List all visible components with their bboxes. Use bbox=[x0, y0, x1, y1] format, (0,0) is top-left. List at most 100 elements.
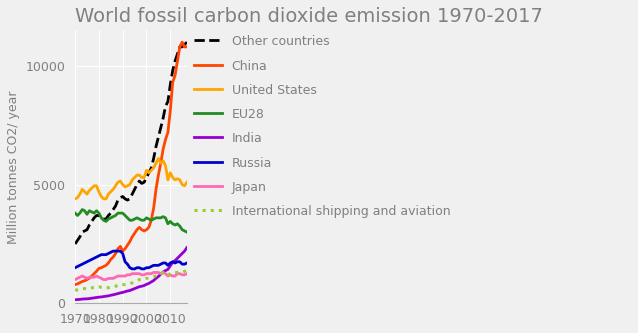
Russia bbox=[117, 249, 124, 253]
Japan bbox=[128, 272, 136, 276]
EU28 bbox=[147, 218, 155, 222]
India bbox=[124, 289, 131, 293]
International shipping and aviation bbox=[171, 270, 179, 274]
International shipping and aviation bbox=[154, 273, 162, 277]
Japan bbox=[121, 274, 129, 278]
China bbox=[112, 251, 119, 255]
EU28 bbox=[91, 211, 98, 215]
Line: Other countries: Other countries bbox=[75, 42, 187, 244]
Other countries bbox=[119, 194, 126, 198]
Other countries bbox=[109, 207, 117, 211]
China bbox=[73, 282, 81, 286]
United States bbox=[78, 187, 86, 191]
EU28 bbox=[76, 211, 84, 215]
International shipping and aviation bbox=[119, 283, 126, 287]
EU28 bbox=[152, 216, 160, 220]
Japan bbox=[105, 276, 112, 280]
China bbox=[147, 218, 155, 222]
India bbox=[145, 281, 152, 285]
Russia bbox=[138, 267, 145, 271]
Other countries bbox=[112, 204, 119, 208]
Japan bbox=[95, 275, 103, 279]
International shipping and aviation bbox=[76, 287, 84, 291]
India bbox=[164, 267, 172, 271]
Other countries bbox=[154, 135, 162, 139]
India bbox=[95, 295, 103, 299]
International shipping and aviation bbox=[112, 284, 119, 288]
Japan bbox=[147, 272, 155, 276]
United States bbox=[147, 168, 155, 172]
Japan bbox=[169, 274, 177, 278]
United States bbox=[109, 187, 117, 191]
China bbox=[164, 131, 172, 135]
Japan bbox=[179, 273, 186, 277]
Russia bbox=[179, 262, 186, 266]
EU28 bbox=[93, 209, 100, 213]
United States bbox=[171, 178, 179, 182]
International shipping and aviation bbox=[124, 282, 131, 286]
India bbox=[183, 245, 191, 249]
Russia bbox=[143, 266, 151, 270]
Russia bbox=[152, 263, 160, 267]
China bbox=[150, 206, 158, 210]
Other countries bbox=[169, 69, 177, 73]
Japan bbox=[81, 275, 89, 279]
China bbox=[133, 228, 141, 232]
International shipping and aviation bbox=[117, 283, 124, 287]
Other countries bbox=[126, 197, 133, 201]
China bbox=[128, 235, 136, 239]
United States bbox=[81, 190, 89, 194]
Russia bbox=[109, 249, 117, 253]
India bbox=[76, 297, 84, 301]
China bbox=[105, 261, 112, 265]
International shipping and aviation bbox=[181, 269, 188, 273]
India bbox=[112, 292, 119, 296]
China bbox=[95, 266, 103, 270]
China bbox=[183, 45, 191, 49]
International shipping and aviation bbox=[138, 278, 145, 282]
Other countries bbox=[105, 213, 112, 217]
Russia bbox=[81, 261, 89, 265]
Japan bbox=[143, 272, 151, 276]
EU28 bbox=[135, 217, 143, 221]
Japan bbox=[135, 272, 143, 276]
International shipping and aviation bbox=[114, 283, 122, 287]
Russia bbox=[112, 249, 119, 253]
United States bbox=[160, 159, 167, 163]
Russia bbox=[105, 251, 112, 255]
Russia bbox=[135, 266, 143, 270]
EU28 bbox=[176, 224, 184, 228]
Russia bbox=[95, 254, 103, 258]
Russia bbox=[91, 256, 98, 260]
EU28 bbox=[126, 218, 133, 222]
Legend: Other countries, China, United States, EU28, India, Russia, Japan, International: Other countries, China, United States, E… bbox=[189, 30, 456, 223]
United States bbox=[128, 178, 136, 182]
China bbox=[124, 243, 131, 247]
Russia bbox=[124, 262, 131, 266]
Russia bbox=[73, 264, 81, 268]
United States bbox=[73, 196, 81, 200]
Line: Russia: Russia bbox=[75, 251, 187, 269]
United States bbox=[83, 192, 91, 196]
India bbox=[81, 297, 89, 301]
Japan bbox=[73, 276, 81, 280]
Other countries bbox=[71, 242, 79, 246]
Russia bbox=[147, 264, 155, 268]
EU28 bbox=[102, 219, 110, 223]
China bbox=[160, 147, 167, 151]
India bbox=[135, 285, 143, 289]
Japan bbox=[100, 278, 107, 282]
Japan bbox=[93, 274, 100, 278]
Other countries bbox=[124, 198, 131, 202]
China bbox=[145, 225, 152, 229]
Japan bbox=[102, 278, 110, 282]
Other countries bbox=[91, 216, 98, 220]
EU28 bbox=[164, 222, 172, 226]
India bbox=[147, 280, 155, 284]
Russia bbox=[71, 266, 79, 270]
India bbox=[109, 293, 117, 297]
International shipping and aviation bbox=[135, 278, 143, 282]
India bbox=[98, 295, 105, 299]
Japan bbox=[138, 273, 145, 277]
India bbox=[169, 260, 177, 264]
